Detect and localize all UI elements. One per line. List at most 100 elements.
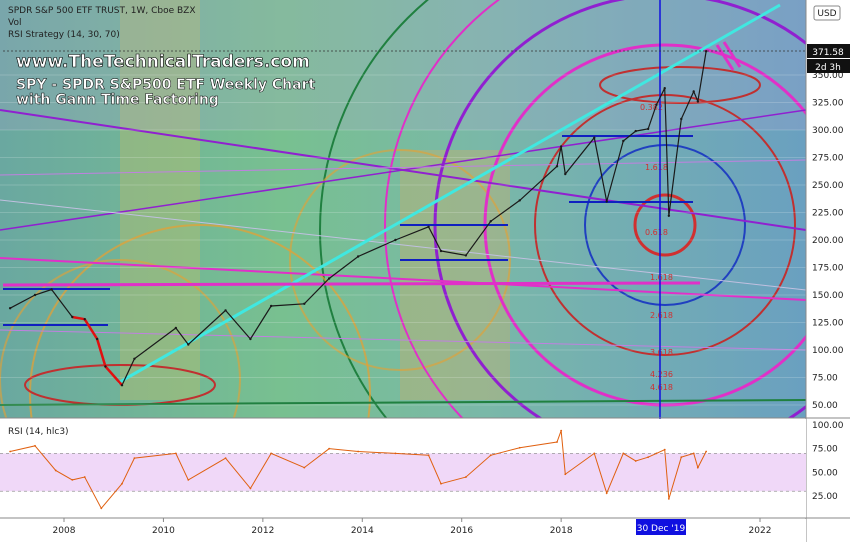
price-point [704, 50, 708, 53]
price-point [489, 220, 492, 223]
gann-circle-mid [289, 149, 511, 371]
vol-label[interactable]: Vol [8, 18, 21, 28]
rsi-point [696, 466, 699, 469]
gann-ellipse-top [599, 66, 761, 104]
gann-line-7 [0, 199, 806, 291]
price-tick-label: 100.00 [812, 346, 844, 356]
rsi-label[interactable]: RSI (14, hlc3) [8, 427, 69, 437]
price-point [667, 214, 671, 217]
price-point [427, 225, 430, 228]
currency-label: USD [817, 9, 836, 19]
rsi-point [680, 456, 683, 459]
support-lines [2, 41, 742, 326]
time-tick-label: 2014 [351, 526, 374, 536]
rsi-tick-label: 50.00 [812, 468, 838, 478]
price-point [327, 277, 331, 280]
rsi-point [133, 457, 136, 460]
price-tick-label: 175.00 [812, 264, 844, 274]
fib-label: 0.618 [645, 228, 668, 237]
rsi-point [427, 454, 430, 457]
rsi-point [100, 507, 103, 510]
price-point [303, 302, 306, 305]
rsi-point [303, 466, 306, 469]
price-point [564, 172, 567, 176]
price-point [356, 255, 360, 258]
rsi-point [357, 450, 360, 453]
price-point [50, 288, 53, 291]
rsi-point [83, 476, 86, 478]
price-point [120, 384, 124, 387]
price-point [464, 254, 468, 257]
time-axis-background[interactable] [0, 519, 806, 542]
price-tick-label: 250.00 [812, 181, 844, 191]
price-tick-label: 325.00 [812, 99, 844, 109]
currency-badge[interactable] [813, 5, 841, 21]
rsi-point [270, 452, 273, 455]
price-tick-label: 300.00 [812, 126, 844, 136]
header: SPDR S&P 500 ETF TRUST, 1W, Cboe BZX Vol… [8, 6, 196, 40]
price-tick-label: 350.00 [812, 71, 844, 81]
rsi-point [667, 497, 670, 500]
rsi-point [560, 429, 563, 432]
fib-label: 1.618 [650, 273, 673, 282]
price-point [655, 103, 658, 106]
price-point [605, 200, 608, 203]
price-point [95, 337, 99, 341]
target-mark [715, 44, 735, 71]
price-point [174, 326, 178, 330]
price-point [663, 87, 666, 90]
price-tick-label: 150.00 [812, 291, 844, 301]
watermark-site: www.TheTechnicalTraders.com [16, 52, 310, 72]
gann-line-2 [0, 109, 806, 231]
price-point [394, 238, 397, 242]
price-point [71, 315, 74, 319]
countdown-tag [807, 59, 850, 73]
fib-label: 4.236 [650, 370, 673, 379]
time-tick-label: 2018 [550, 526, 573, 536]
price-point [692, 90, 695, 93]
cyan-trendline [117, 3, 781, 385]
time-tick-label: 2010 [152, 526, 175, 536]
rsi-tick-label: 25.00 [812, 492, 838, 502]
gann-ring-1 [633, 193, 697, 257]
time-axis-ticks: 2008 2010 2012 2014 2016 2018 2022 [53, 518, 771, 536]
rsi-point [121, 482, 123, 485]
rsi-point [224, 457, 227, 460]
rsi-point [249, 487, 252, 490]
rsi-point [9, 450, 12, 453]
last-price-value: 371.58 [812, 48, 844, 58]
rsi-point [622, 452, 625, 455]
fib-label: 3.618 [650, 348, 673, 357]
price-point [518, 199, 521, 202]
price-point [622, 139, 625, 143]
rsi-point [605, 492, 608, 495]
last-price-tag [807, 44, 850, 58]
rsi-points [9, 429, 708, 510]
fib-label: 4.618 [650, 383, 673, 392]
price-point [187, 343, 190, 346]
watermark-title-line2: with Gann Time Factoring [16, 92, 219, 108]
rsi-point [174, 452, 177, 455]
rsi-point [634, 460, 637, 462]
price-axis-ticks: 350.00 325.00 300.00 275.00 250.00 225.00 200.… [812, 71, 844, 411]
rsi-point [518, 446, 521, 449]
price-point [104, 365, 107, 368]
price-point [83, 318, 86, 321]
price-grid [0, 74, 806, 406]
watermark: www.TheTechnicalTraders.com SPY - SPDR S… [16, 52, 316, 109]
strategy-line[interactable]: RSI Strategy (14, 30, 70) [8, 30, 120, 40]
gann-ring-2 [584, 144, 746, 306]
rsi-point [54, 469, 57, 472]
countdown-value: 2d 3h [815, 63, 841, 73]
price-point [269, 304, 273, 308]
fib-label: 0.382 [640, 103, 663, 112]
rsi-point [647, 456, 650, 459]
symbol-line[interactable]: SPDR S&P 500 ETF TRUST, 1W, Cboe BZX [8, 6, 196, 16]
rsi-tick-label: 75.00 [812, 445, 838, 455]
rsi-point [71, 479, 74, 481]
price-point [8, 307, 12, 310]
price-tick-label: 125.00 [812, 319, 844, 329]
rsi-point [440, 482, 442, 485]
